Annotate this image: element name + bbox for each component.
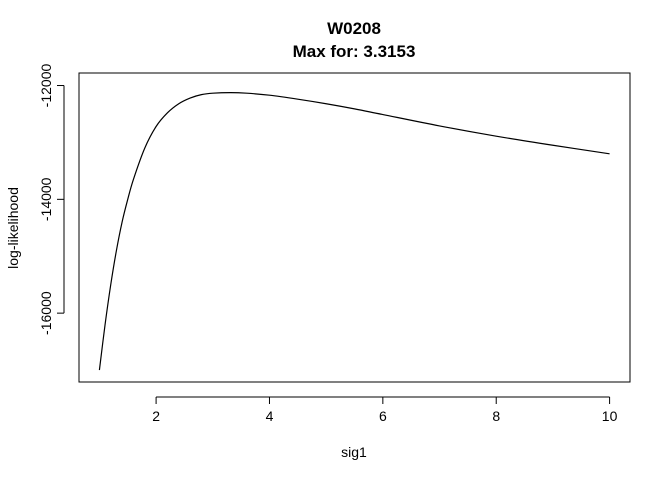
y-axis-label: log-likelihood (5, 187, 21, 269)
x-axis-label: sig1 (341, 444, 367, 460)
y-axis: -16000 -14000 -12000 (38, 64, 65, 335)
plot-frame (78, 72, 631, 383)
x-tick-label: 8 (492, 408, 500, 424)
y-tick-label: -14000 (38, 177, 54, 221)
x-tick-label: 2 (152, 408, 160, 424)
series-line (98, 92, 610, 371)
x-tick-label: 6 (379, 408, 387, 424)
y-tick-label: -12000 (38, 64, 54, 108)
y-tick-label: -16000 (38, 291, 54, 335)
plot-area (98, 92, 610, 371)
x-axis: 2 4 6 8 10 (152, 396, 618, 424)
x-tick-label: 4 (266, 408, 274, 424)
x-tick-label: 10 (602, 408, 618, 424)
chart-title: W0208 (327, 19, 381, 38)
chart-subtitle: Max for: 3.3153 (293, 42, 416, 61)
